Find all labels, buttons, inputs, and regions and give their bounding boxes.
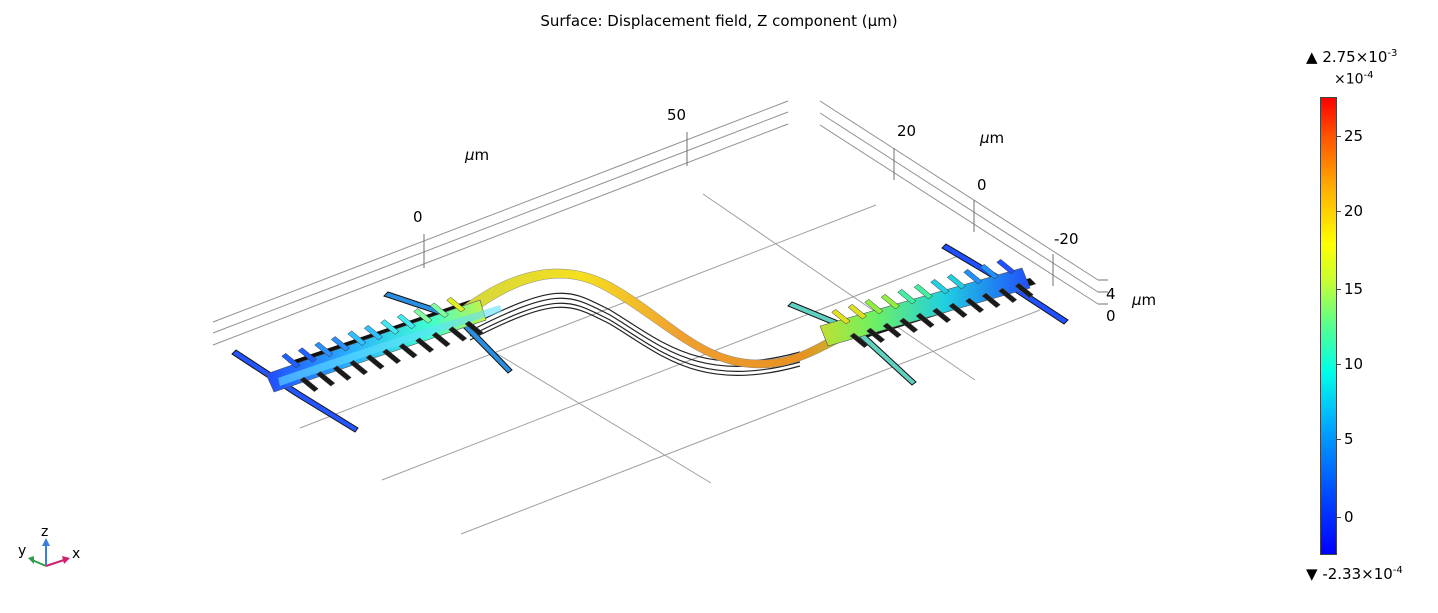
comb-finger-lower	[448, 326, 468, 342]
right-comb-drive	[787, 243, 1069, 386]
comb-finger-upper	[996, 258, 1016, 275]
colorbar-scale-exp: -4	[1363, 70, 1374, 81]
colorbar-tick-label: 0	[1344, 507, 1354, 526]
comb-finger-lower	[464, 320, 484, 337]
comb-finger-upper	[963, 268, 983, 285]
comb-finger-upper	[831, 308, 851, 325]
colorbar-scale: ×10-4	[1334, 70, 1374, 88]
comb-finger-lower	[948, 302, 968, 319]
comb-finger-lower	[849, 332, 869, 349]
axis-tick-x-neg20: -20	[1054, 230, 1079, 248]
comb-finger-upper	[363, 324, 383, 341]
comb-finger-upper	[380, 319, 400, 335]
comb-finger-upper	[897, 288, 917, 305]
axis-unit-z: μm	[1131, 291, 1156, 309]
comb-finger-lower	[882, 322, 902, 339]
comb-finger-upper	[281, 352, 301, 369]
axis-tick-x-0: 0	[977, 176, 987, 194]
comb-finger-upper	[297, 347, 317, 363]
comb-finger-upper	[314, 341, 334, 358]
right-comb-fingers	[831, 258, 1034, 349]
comb-finger-lower	[981, 292, 1001, 309]
comb-finger-lower	[965, 297, 985, 314]
colorbar-legend: ▲ 2.75×10-3 ×10-4 25 20 15 10 5 0 ▼ -2.33×10-…	[1300, 40, 1438, 600]
comb-finger-lower	[398, 343, 418, 359]
comb-finger-lower	[1014, 282, 1034, 299]
comb-finger-upper	[847, 303, 867, 320]
comb-finger-lower	[365, 354, 385, 370]
colorbar-max-label: 2.75×10	[1322, 48, 1388, 66]
comb-finger-upper	[429, 302, 449, 318]
comb-finger-lower	[431, 331, 451, 348]
comb-finger-lower	[316, 371, 336, 387]
colorbar-scale-label: ×10	[1334, 71, 1364, 88]
axis-orientation-triad: z x y	[18, 524, 80, 567]
axis-unit-x: μm	[979, 129, 1004, 147]
axis-tick-z-4: 4	[1106, 285, 1116, 303]
colorbar-gradient	[1320, 97, 1337, 555]
comb-finger-upper	[913, 283, 933, 300]
comb-finger-upper	[864, 298, 884, 315]
comb-finger-upper	[330, 336, 350, 352]
triad-y-label: y	[18, 543, 26, 559]
colorbar-tick-mark	[1336, 363, 1341, 365]
colorbar-tick-label: 5	[1344, 430, 1354, 448]
axis-tick-y-0: 0	[413, 208, 423, 226]
comb-finger-lower	[382, 348, 402, 365]
axis-tick-x-20: 20	[897, 122, 916, 140]
min-triangle-icon: ▼	[1306, 565, 1318, 583]
colorbar-min-label: -2.33×10	[1322, 565, 1393, 583]
comb-finger-upper	[979, 263, 999, 280]
comb-finger-lower	[332, 365, 352, 381]
comb-finger-lower	[866, 327, 886, 344]
comb-finger-lower	[349, 359, 369, 376]
colorbar-tick-label: 20	[1344, 202, 1364, 220]
colorbar-max: ▲ 2.75×10-3	[1306, 48, 1397, 66]
max-triangle-icon: ▲	[1306, 48, 1318, 66]
colorbar-tick-mark	[1336, 211, 1341, 212]
comb-finger-upper	[413, 308, 433, 324]
axis-tick-y-50: 50	[667, 106, 686, 124]
axis-tick-marks	[423, 132, 1108, 305]
colorbar-tick-mark	[1336, 135, 1341, 137]
colorbar-min-exp: -4	[1392, 565, 1403, 576]
left-comb-fingers	[281, 296, 484, 393]
colorbar-tick-mark	[1336, 439, 1341, 440]
triad-y-arrow	[31, 559, 47, 567]
axis-unit-y: μm	[464, 146, 489, 164]
left-comb-drive	[231, 291, 513, 433]
comb-finger-lower	[899, 317, 919, 334]
colorbar-tick-label: 25	[1344, 126, 1364, 145]
colorbar-min: ▼ -2.33×10-4	[1306, 565, 1403, 583]
plot-canvas[interactable]: 0 50 20 0 -20 4 0 μm μm μm	[0, 0, 1290, 613]
comb-finger-lower	[299, 376, 319, 393]
comb-finger-lower	[998, 287, 1018, 304]
axis-tick-z-0: 0	[1106, 307, 1116, 325]
comb-finger-upper	[880, 293, 900, 310]
comb-finger-lower	[415, 337, 435, 353]
colorbar-tick-label: 15	[1344, 279, 1364, 298]
triad-x-arrow	[45, 559, 65, 567]
comb-finger-upper	[930, 278, 950, 295]
colorbar-tick-label: 10	[1344, 354, 1364, 373]
axis-box-lines	[212, 100, 1099, 346]
triad-z-label: z	[41, 524, 48, 540]
colorbar-tick-mark	[1336, 516, 1341, 518]
comb-finger-upper	[946, 273, 966, 290]
colorbar-tick-mark	[1336, 288, 1341, 290]
comb-finger-upper	[347, 330, 367, 346]
triad-x-arrowhead-icon	[62, 556, 70, 564]
comb-finger-lower	[915, 312, 935, 329]
comb-finger-upper	[396, 313, 416, 330]
triad-x-label: x	[72, 546, 80, 562]
triad-y-arrowhead-icon	[28, 556, 34, 564]
comb-finger-upper	[446, 296, 466, 313]
plot-title: Surface: Displacement field, Z component…	[540, 12, 898, 30]
floor-grid	[299, 193, 1041, 535]
comb-finger-lower	[932, 307, 952, 324]
colorbar-max-exp: -3	[1387, 48, 1398, 59]
triad-z-arrowhead-icon	[42, 538, 50, 546]
